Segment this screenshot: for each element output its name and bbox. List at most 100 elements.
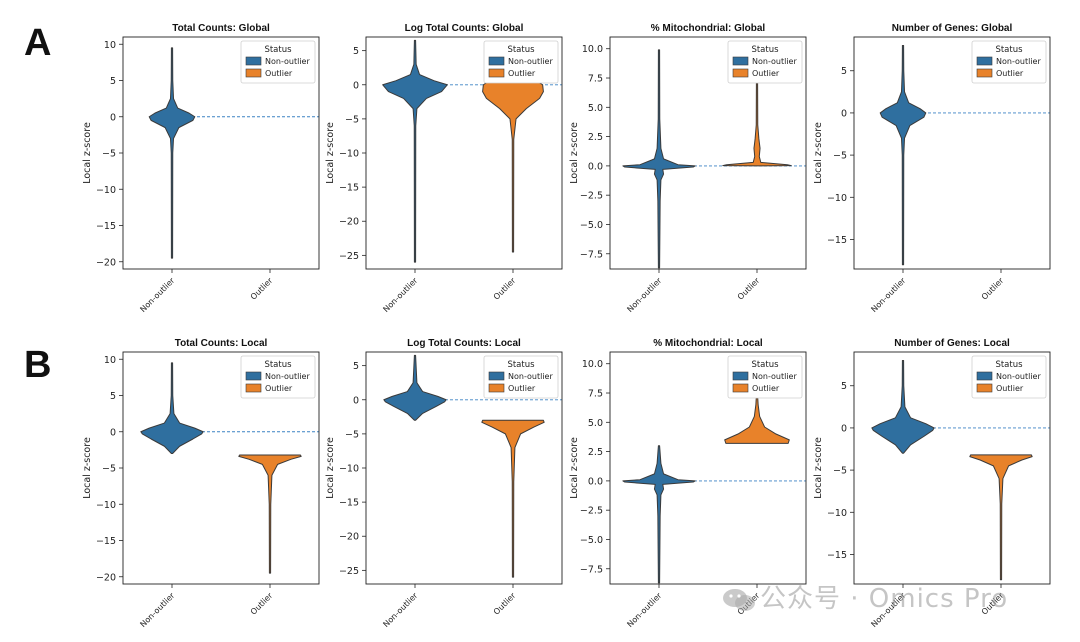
panel-2-violin-outlier [482, 74, 544, 253]
panel-7-legend-title: Status [751, 360, 779, 370]
panel-5-xtick-label-0: Non-outlier [138, 591, 177, 630]
panel-3-ytick-label-7: −7.5 [580, 249, 603, 260]
panel-5-violin-non-outlier [140, 362, 204, 454]
panel-7-legend-label-0: Non-outlier [752, 372, 797, 381]
panel-6-ytick-label-6: −25 [339, 566, 359, 577]
panel-2-violin-non-outlier [382, 39, 448, 263]
panel-4-legend-swatch-0 [976, 56, 993, 66]
panel-2-legend-label-1: Outlier [508, 69, 536, 78]
panel-6-ytick-label-3: −10 [339, 464, 359, 475]
panel-5-title: Total Counts: Local [175, 338, 268, 349]
panel-1-ytick-label-4: −10 [96, 185, 116, 196]
panel-2-title: Log Total Counts: Global [405, 23, 524, 34]
panel-6-ytick-label-4: −15 [339, 498, 359, 509]
row-label-a: A [24, 22, 52, 64]
panel-3-ytick-label-1: 7.5 [588, 74, 603, 85]
panel-2-xtick-label-0: Non-outlier [381, 276, 420, 315]
panel-7-ytick-label-6: −5.0 [580, 535, 603, 546]
panel-6-xtick-label-1: Outlier [492, 591, 518, 617]
panel-8-violin-outlier [969, 454, 1033, 581]
panel-5-legend-swatch-1 [245, 383, 262, 393]
panel-4-ytick-label-2: −5 [833, 151, 847, 162]
panel-3-xtick-label-0: Non-outlier [625, 276, 664, 315]
panel-2-ytick-label-0: 5 [353, 46, 359, 57]
panel-2-ytick-label-2: −5 [345, 114, 359, 125]
panel-6-violin-outlier [481, 419, 545, 578]
panel-7-ytick-label-7: −7.5 [580, 564, 603, 575]
panel-8-violin-non-outlier [871, 359, 935, 454]
panel-4-ytick-label-4: −15 [827, 235, 847, 246]
panel-8-legend-label-1: Outlier [996, 384, 1024, 393]
panel-5-legend-swatch-0 [245, 371, 262, 381]
panel-3-violin-outlier [722, 79, 792, 167]
panel-6-legend-swatch-1 [488, 383, 505, 393]
panel-2-legend-label-0: Non-outlier [508, 57, 553, 66]
panel-5-legend-title: Status [264, 360, 292, 370]
panel-8-legend-swatch-0 [976, 371, 993, 381]
panel-4-xtick-label-1: Outlier [980, 276, 1006, 302]
panel-3-frame [609, 36, 807, 270]
panel-4-ytick-label-1: 0 [841, 108, 847, 119]
panel-5-ytick-label-1: 5 [110, 391, 116, 402]
panel-1-ytick-label-6: −20 [96, 257, 116, 268]
panel-8-legend-title: Status [995, 360, 1023, 370]
panel-1-legend-label-0: Non-outlier [265, 57, 310, 66]
panel-4-title: Number of Genes: Global [892, 23, 1013, 34]
panel-7-legend-label-1: Outlier [752, 384, 780, 393]
panel-5-ytick-label-2: 0 [110, 427, 116, 438]
watermark: 公众号 · Omics Pro [722, 578, 1008, 615]
panel-6-violin-non-outlier [383, 354, 447, 421]
panel-1-legend-title: Status [264, 45, 292, 55]
panel-1-legend-label-1: Outlier [265, 69, 293, 78]
panel-3-xtick-label-1: Outlier [736, 276, 762, 302]
panel-4-xtick-label-0: Non-outlier [869, 276, 908, 315]
panel-8-ytick-label-2: −5 [833, 466, 847, 477]
panel-5-ytick-label-5: −15 [96, 536, 116, 547]
panel-8-legend-label-0: Non-outlier [996, 372, 1041, 381]
panel-4-legend-label-1: Outlier [996, 69, 1024, 78]
panel-5-legend-label-1: Outlier [265, 384, 293, 393]
panel-1-xtick-label-1: Outlier [249, 276, 275, 302]
panel-7-ytick-label-3: 2.5 [588, 447, 603, 458]
panel-2-ytick-label-5: −20 [339, 217, 359, 228]
panel-8-legend-swatch-1 [976, 383, 993, 393]
panel-7-violin-outlier [724, 394, 790, 444]
panel-2-legend-swatch-0 [488, 56, 505, 66]
panel-3-legend-swatch-0 [732, 56, 749, 66]
panel-1-legend-swatch-1 [245, 68, 262, 78]
panel-7-frame [609, 351, 807, 585]
panel-8-title: Number of Genes: Local [894, 338, 1010, 349]
panel-8-ytick-label-0: 5 [841, 381, 847, 392]
panel-4-ytick-label-0: 5 [841, 66, 847, 77]
panel-5-violin-outlier [238, 454, 302, 574]
panel-1-violin-non-outlier [148, 47, 196, 259]
panel-1-title: Total Counts: Global [172, 23, 270, 34]
panel-2-legend-swatch-1 [488, 68, 505, 78]
panel-7-ytick-label-5: −2.5 [580, 506, 603, 517]
panel-3-ytick-label-2: 5.0 [588, 103, 603, 114]
panel-5-ytick-label-0: 10 [104, 355, 116, 366]
panel-2-xtick-label-1: Outlier [492, 276, 518, 302]
panel-4-ytick-label-3: −10 [827, 193, 847, 204]
panel-8-ylabel: Local z-score [813, 437, 824, 499]
panel-2-ytick-label-6: −25 [339, 251, 359, 262]
panel-6-legend-label-0: Non-outlier [508, 372, 553, 381]
panel-8-ytick-label-1: 0 [841, 423, 847, 434]
panel-8-ytick-label-4: −15 [827, 550, 847, 561]
panel-2-frame [365, 36, 563, 270]
panel-7-legend-swatch-1 [732, 383, 749, 393]
panel-1-ytick-label-5: −15 [96, 221, 116, 232]
panel-3-title: % Mitochondrial: Global [651, 23, 766, 34]
panel-3-ylabel: Local z-score [569, 122, 580, 184]
panel-3-legend-title: Status [751, 45, 779, 55]
panel-3-ytick-label-5: −2.5 [580, 191, 603, 202]
panel-1-frame [122, 36, 320, 270]
panel-5-legend-label-0: Non-outlier [265, 372, 310, 381]
panel-7-violin-non-outlier [622, 445, 696, 584]
panel-4-legend-label-0: Non-outlier [996, 57, 1041, 66]
panel-4-violin-non-outlier [879, 44, 927, 266]
panel-6-legend-swatch-0 [488, 371, 505, 381]
panel-5-ylabel: Local z-score [82, 437, 93, 499]
panel-5-ytick-label-6: −20 [96, 572, 116, 583]
panel-6-ytick-label-5: −20 [339, 532, 359, 543]
